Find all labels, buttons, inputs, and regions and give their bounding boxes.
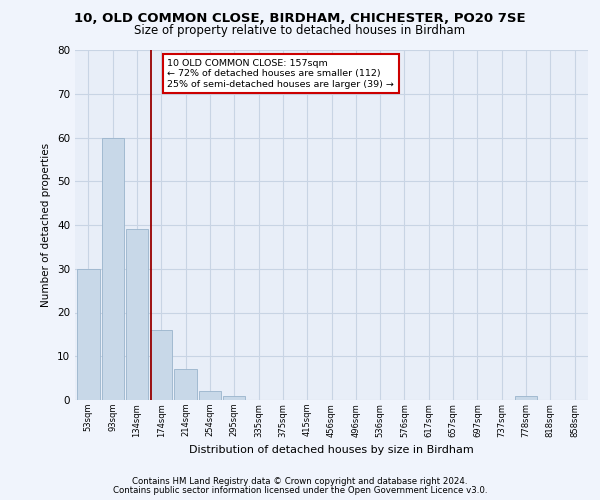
Bar [199, 391, 221, 400]
Text: Contains HM Land Registry data © Crown copyright and database right 2024.: Contains HM Land Registry data © Crown c… [132, 477, 468, 486]
Bar [126, 230, 148, 400]
Bar [77, 269, 100, 400]
Bar [175, 370, 197, 400]
Text: 10 OLD COMMON CLOSE: 157sqm
← 72% of detached houses are smaller (112)
25% of se: 10 OLD COMMON CLOSE: 157sqm ← 72% of det… [167, 59, 394, 88]
Text: 10, OLD COMMON CLOSE, BIRDHAM, CHICHESTER, PO20 7SE: 10, OLD COMMON CLOSE, BIRDHAM, CHICHESTE… [74, 12, 526, 26]
Bar [223, 396, 245, 400]
Bar [101, 138, 124, 400]
Bar [515, 396, 537, 400]
Bar [150, 330, 172, 400]
Text: Size of property relative to detached houses in Birdham: Size of property relative to detached ho… [134, 24, 466, 37]
X-axis label: Distribution of detached houses by size in Birdham: Distribution of detached houses by size … [189, 445, 474, 455]
Text: Contains public sector information licensed under the Open Government Licence v3: Contains public sector information licen… [113, 486, 487, 495]
Y-axis label: Number of detached properties: Number of detached properties [41, 143, 52, 307]
